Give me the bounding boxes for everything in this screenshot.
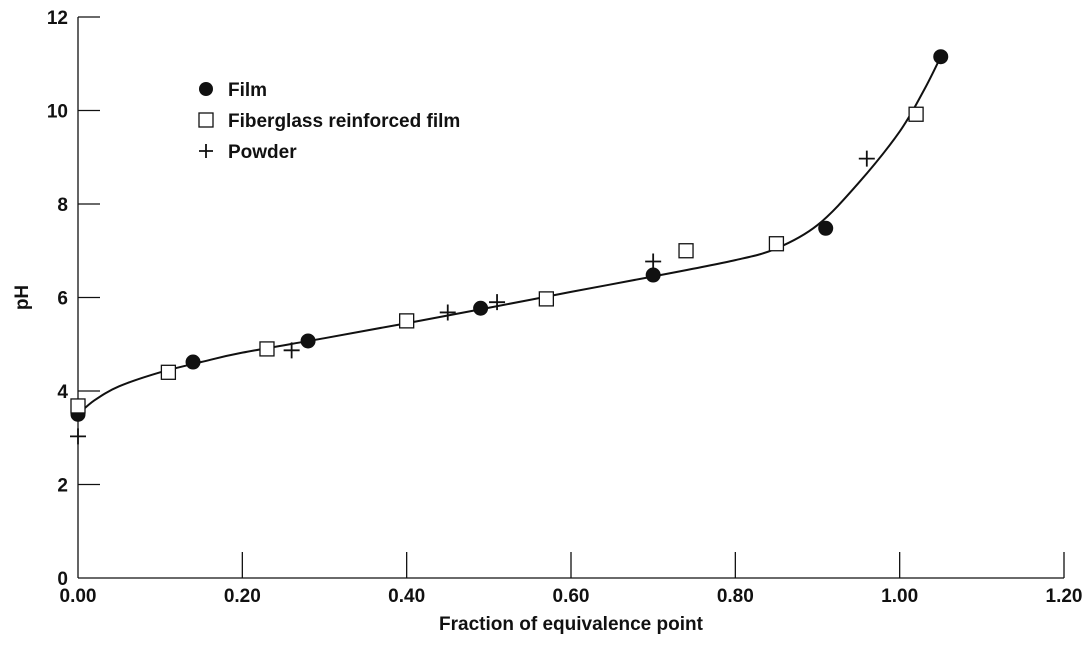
data-point [259, 341, 275, 357]
y-axis-title: pH [12, 285, 33, 310]
x-tick-label: 1.00 [881, 586, 918, 607]
ticks: 0.00 0.20 0.40 0.60 0.80 1.00 1.20 0 2 4 6 8 10 12 [47, 8, 1083, 607]
y-tick-label: 0 [57, 569, 68, 590]
data-point [538, 291, 554, 307]
y-tick-label: 4 [57, 382, 68, 403]
legend-marker-powder [199, 144, 213, 158]
data-point [185, 354, 201, 370]
legend-marker-film [199, 82, 213, 96]
legend-marker-fiberglass [198, 112, 214, 128]
data-point [818, 220, 834, 236]
data-point [858, 150, 875, 167]
x-tick-label: 0.20 [224, 586, 261, 607]
series-1 [70, 106, 924, 414]
legend-label-fiberglass: Fiberglass reinforced film [228, 111, 460, 132]
data-point [489, 294, 506, 311]
data-point [933, 49, 949, 65]
data-point [399, 313, 415, 329]
data-point [160, 364, 177, 380]
legend-label-film: Film [228, 80, 267, 101]
y-tick-label: 8 [57, 195, 68, 216]
data-point [678, 243, 694, 259]
y-tick-label: 12 [47, 8, 68, 29]
legend: Film Fiberglass reinforced film Powder [198, 80, 460, 163]
data-point [645, 267, 661, 283]
y-tick-label: 2 [57, 476, 68, 497]
fit-curve [77, 56, 942, 416]
data-points [70, 49, 949, 445]
y-tick-label: 10 [47, 102, 68, 123]
fit-curve-layer [77, 56, 942, 416]
data-point [439, 304, 456, 321]
x-tick-label: 0.40 [388, 586, 425, 607]
axes [77, 17, 1064, 579]
x-tick-label: 1.20 [1046, 586, 1083, 607]
data-point [283, 342, 300, 359]
x-tick-label: 0.00 [60, 586, 97, 607]
series-2 [70, 150, 875, 445]
series-0 [70, 49, 949, 422]
x-tick-label: 0.80 [717, 586, 754, 607]
legend-item-fiberglass: Fiberglass reinforced film [198, 111, 460, 132]
data-point [300, 333, 316, 349]
data-point [473, 300, 489, 316]
data-point [908, 106, 924, 122]
x-tick-label: 0.60 [553, 586, 590, 607]
y-tick-label: 6 [57, 289, 68, 310]
data-point [70, 428, 86, 445]
data-point [768, 236, 785, 252]
legend-item-film: Film [199, 80, 267, 101]
legend-item-powder: Powder [199, 142, 297, 163]
legend-label-powder: Powder [228, 142, 297, 163]
data-point [70, 398, 86, 414]
data-point [645, 253, 662, 270]
x-axis-title: Fraction of equivalence point [439, 614, 704, 635]
